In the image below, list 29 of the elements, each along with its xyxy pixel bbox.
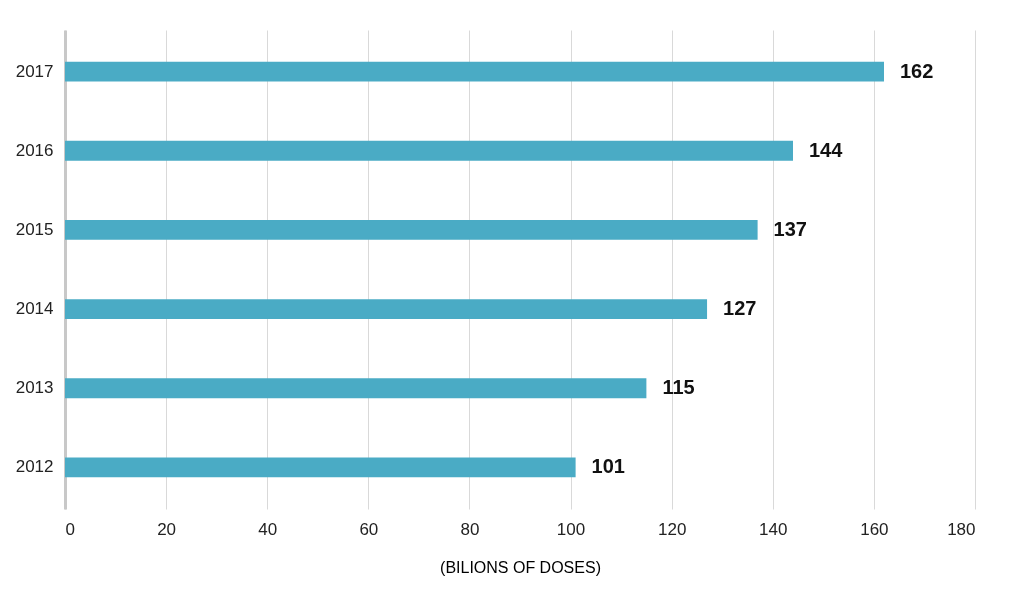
data-label: 115 — [662, 376, 695, 399]
x-tick-label: 120 — [657, 519, 687, 539]
y-tick-label: 2015 — [15, 219, 54, 239]
bar — [65, 140, 793, 161]
x-tick-label: 100 — [556, 519, 586, 539]
data-label: 137 — [773, 217, 807, 240]
x-tick-label: 140 — [759, 519, 788, 539]
x-axis-title: (BILIONS OF DOSES) — [440, 558, 601, 576]
data-label: 101 — [591, 455, 625, 478]
data-label: 127 — [723, 297, 757, 320]
data-label: 144 — [809, 138, 844, 161]
x-tick-label: 0 — [65, 519, 75, 539]
y-tick-label: 2012 — [15, 457, 54, 477]
data-label: 162 — [900, 59, 934, 82]
y-tick-label: 2016 — [15, 140, 54, 160]
x-tick-label: 180 — [947, 519, 976, 539]
bar — [65, 378, 647, 399]
y-tick-label: 2013 — [15, 378, 54, 398]
x-tick-label: 40 — [258, 519, 278, 539]
bar — [65, 457, 576, 478]
x-tick-label: 80 — [460, 519, 480, 539]
bar — [65, 61, 884, 82]
y-tick-label: 2014 — [15, 299, 54, 319]
y-tick-label: 2017 — [15, 61, 54, 81]
bar — [65, 299, 708, 319]
x-tick-label: 20 — [157, 519, 177, 539]
x-tick-label: 160 — [860, 519, 889, 539]
x-tick-label: 60 — [359, 519, 379, 539]
bar — [65, 220, 758, 240]
